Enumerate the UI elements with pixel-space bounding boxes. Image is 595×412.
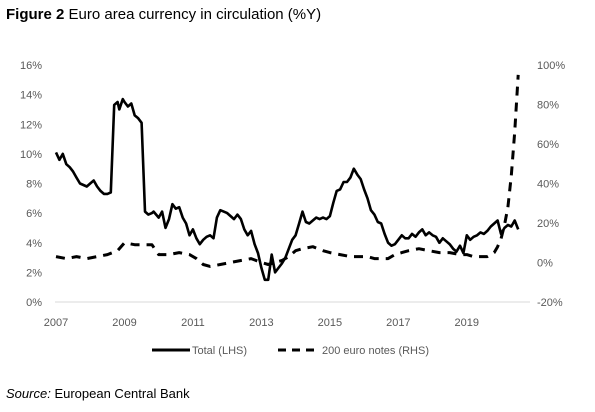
right-axis-ticks: -20% 0% 20% 40% 60% 80% 100% <box>537 60 565 309</box>
y-tick-label: 12% <box>20 119 42 131</box>
figure-title: Figure 2 Euro area currency in circulati… <box>6 6 321 23</box>
y-tick-label: 8% <box>26 179 42 191</box>
series-line-200-euro-notes <box>55 74 520 268</box>
y-tick-label: 10% <box>20 149 42 161</box>
y2-tick-label: 40% <box>537 179 559 191</box>
y-tick-label: 16% <box>20 60 42 72</box>
y-tick-label: 0% <box>26 297 42 309</box>
figure-label: Figure 2 <box>6 6 65 23</box>
y2-tick-label: 20% <box>537 218 559 230</box>
x-tick-label: 2007 <box>44 317 68 329</box>
source-text: European Central Bank <box>54 386 190 401</box>
y-tick-label: 4% <box>26 238 42 250</box>
figure-title-text: Euro area currency in circulation (%Y) <box>68 6 322 23</box>
series-layer <box>54 74 520 282</box>
legend-label-total: Total (LHS) <box>192 345 247 357</box>
y2-tick-label: 80% <box>537 100 559 112</box>
y-tick-label: 2% <box>26 267 42 279</box>
x-tick-label: 2013 <box>249 317 273 329</box>
x-tick-label: 2019 <box>455 317 479 329</box>
y-tick-label: 14% <box>20 90 42 102</box>
left-axis-ticks: 0% 2% 4% 6% 8% 10% 12% 14% 16% <box>20 60 42 309</box>
x-tick-label: 2017 <box>386 317 410 329</box>
x-axis-ticks: 2007 2009 2011 2013 2015 2017 2019 <box>44 317 479 329</box>
x-tick-label: 2011 <box>181 317 205 329</box>
y2-tick-label: 60% <box>537 139 559 151</box>
legend-label-200-notes: 200 euro notes (RHS) <box>322 345 429 357</box>
y2-tick-label: 100% <box>537 60 565 72</box>
y2-tick-label: -20% <box>537 297 563 309</box>
figure-source: Source: European Central Bank <box>6 386 190 401</box>
y2-tick-label: 0% <box>537 258 553 270</box>
y-tick-label: 6% <box>26 208 42 220</box>
legend: Total (LHS) 200 euro notes (RHS) <box>152 345 429 357</box>
source-label: Source: <box>6 386 51 401</box>
x-tick-label: 2009 <box>112 317 136 329</box>
x-tick-label: 2015 <box>318 317 342 329</box>
